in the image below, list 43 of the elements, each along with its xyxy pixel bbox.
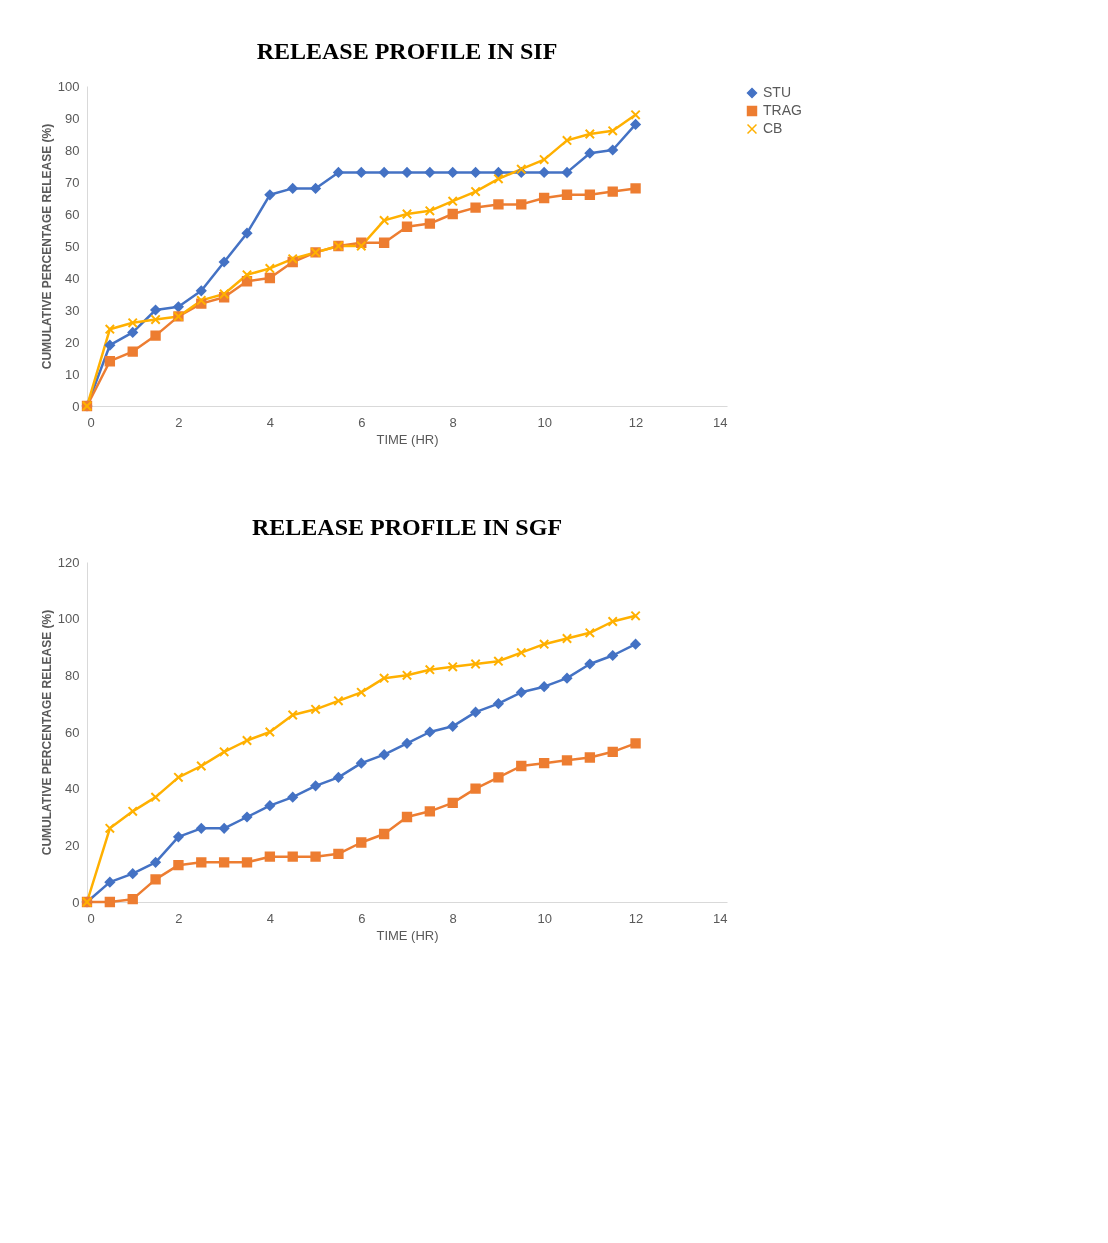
y-tick-label: 40: [65, 270, 80, 286]
legend-label: CB: [763, 120, 783, 136]
legend-label: TRAG: [763, 102, 802, 118]
y-tick-label: 100: [57, 611, 80, 627]
x-tick-label: 14: [713, 414, 728, 430]
x-tick-label: 2: [175, 910, 183, 926]
y-tick-label: 80: [65, 667, 80, 683]
chart-title: RELEASE PROFILE IN SIF: [256, 38, 558, 64]
x-tick-label: 6: [358, 910, 366, 926]
x-tick-label: 10: [537, 414, 552, 430]
y-tick-label: 0: [72, 894, 80, 910]
y-tick-label: 20: [65, 837, 80, 853]
x-tick-label: 10: [537, 910, 552, 926]
y-tick-label: 20: [65, 334, 80, 350]
x-tick-label: 0: [87, 910, 95, 926]
x-tick-label: 8: [449, 910, 457, 926]
x-tick-label: 0: [87, 414, 95, 430]
y-tick-label: 10: [65, 366, 80, 382]
y-tick-label: 120: [57, 554, 80, 570]
y-tick-label: 90: [65, 110, 80, 126]
y-axis-title: CUMULATIVE PERCENTAGE RELEASE (%): [39, 123, 54, 370]
y-tick-label: 0: [72, 398, 80, 414]
x-tick-label: 4: [266, 910, 274, 926]
legend-label: STU: [763, 84, 791, 100]
y-tick-label: 60: [65, 206, 80, 222]
y-tick-label: 70: [65, 174, 80, 190]
x-tick-label: 12: [628, 910, 644, 926]
x-tick-label: 8: [449, 414, 457, 430]
x-axis-title: TIME (HR): [376, 927, 439, 943]
x-tick-label: 2: [175, 414, 183, 430]
chart-title: RELEASE PROFILE IN SGF: [251, 514, 563, 540]
x-tick-label: 6: [358, 414, 366, 430]
y-tick-label: 80: [65, 142, 80, 158]
x-tick-label: 12: [628, 414, 644, 430]
x-tick-label: 14: [713, 910, 728, 926]
y-tick-label: 60: [65, 724, 80, 740]
y-tick-label: 100: [57, 78, 80, 94]
y-axis-title: CUMULATIVE PERCENTAGE RELEASE (%): [39, 609, 54, 856]
x-tick-label: 4: [266, 414, 274, 430]
x-axis-title: TIME (HR): [376, 431, 439, 447]
y-tick-label: 40: [65, 781, 80, 797]
y-tick-label: 30: [65, 302, 80, 318]
y-tick-label: 50: [65, 238, 80, 254]
